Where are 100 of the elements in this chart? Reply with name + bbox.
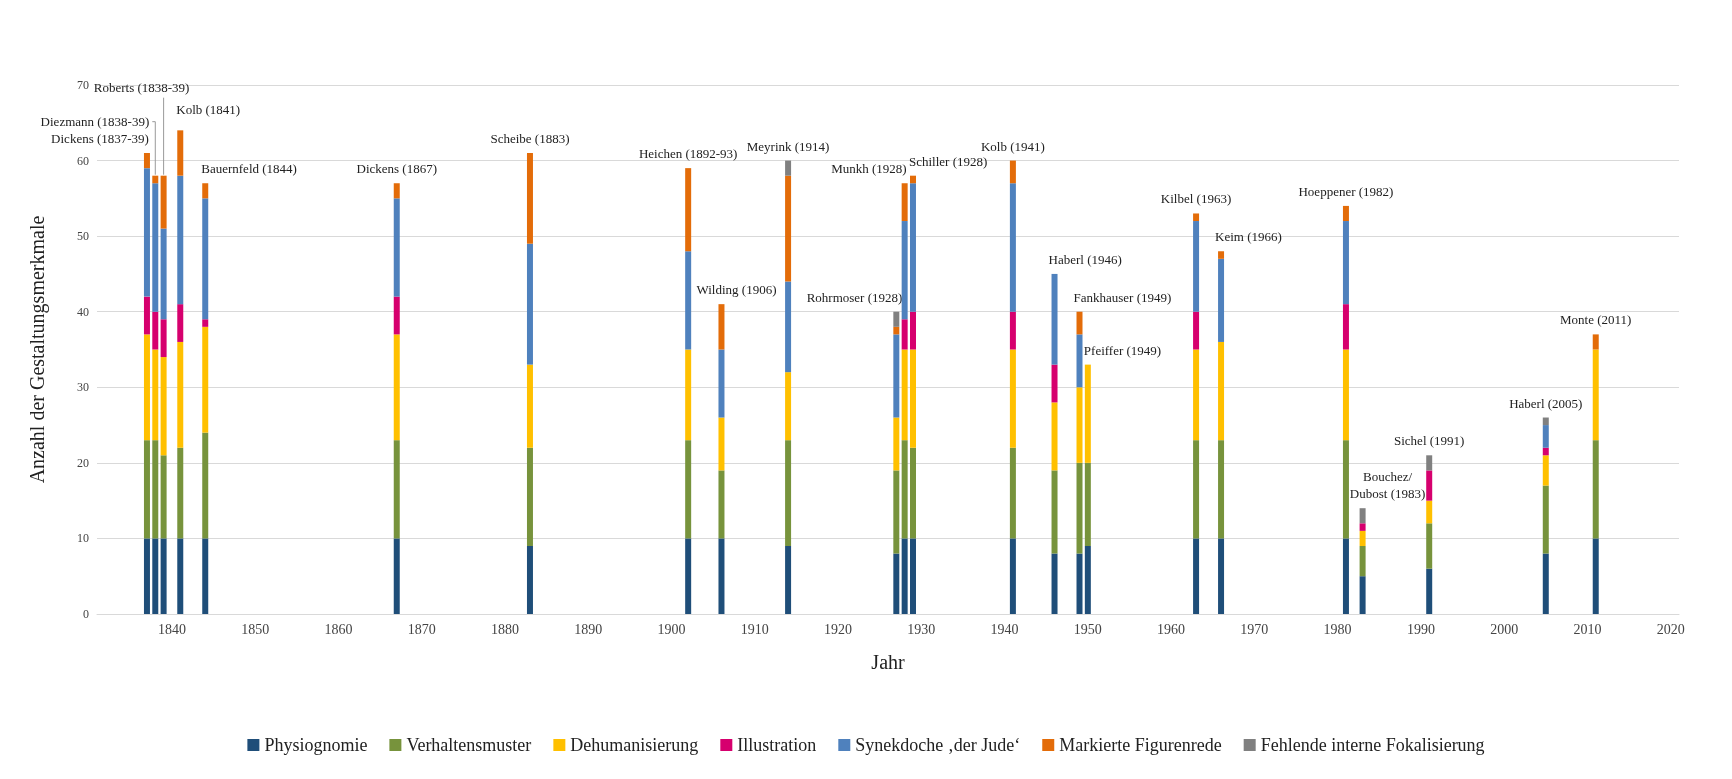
bar <box>1193 311 1200 350</box>
bar <box>1051 470 1058 554</box>
bar <box>526 447 533 546</box>
bar <box>526 153 533 244</box>
bar <box>152 183 159 312</box>
bar <box>785 281 792 373</box>
bar <box>393 198 400 297</box>
bar <box>718 304 725 350</box>
bar <box>1359 523 1366 531</box>
bar <box>160 538 167 614</box>
annotation: Sichel (1991) <box>1394 433 1465 449</box>
bar <box>1193 221 1200 312</box>
bar <box>901 349 908 441</box>
bar <box>1051 364 1058 403</box>
annotation: Pfeiffer (1949) <box>1083 342 1162 358</box>
annotation: Wilding (1906) <box>696 282 777 298</box>
bar <box>177 447 184 539</box>
x-axis-title: Jahr <box>871 651 905 673</box>
annotation: Heichen (1892-93) <box>638 146 738 162</box>
bar <box>1359 576 1366 614</box>
annotation: Dickens (1837-39) <box>51 131 149 147</box>
x-tick-label: 2020 <box>1656 621 1685 637</box>
bar <box>202 432 209 539</box>
y-tick-label: 0 <box>83 607 89 621</box>
x-tick-label: 1880 <box>490 621 519 637</box>
bar <box>1218 251 1225 259</box>
bar <box>1009 447 1016 539</box>
bar <box>1542 447 1549 456</box>
annotation: Kolb (1841) <box>176 102 241 118</box>
bar <box>1193 213 1200 222</box>
bar <box>177 130 184 176</box>
bar <box>1359 530 1366 546</box>
bar <box>718 349 725 418</box>
bar <box>901 538 908 614</box>
bar <box>909 183 916 312</box>
bar <box>685 251 692 350</box>
bar <box>1009 160 1016 184</box>
bar <box>1076 462 1083 554</box>
bar <box>718 538 725 614</box>
x-tick-label: 1950 <box>1073 621 1102 637</box>
bar <box>1342 205 1349 222</box>
legend-label: Markierte Figurenrede <box>1059 735 1222 755</box>
x-tick-label: 1850 <box>241 621 270 637</box>
bar <box>393 296 400 335</box>
y-tick-label: 10 <box>77 531 89 546</box>
x-tick-label: 1920 <box>824 621 853 637</box>
bar <box>526 545 533 614</box>
bar <box>1193 440 1200 539</box>
bar <box>901 440 908 539</box>
bar <box>1542 425 1549 448</box>
x-tick-label: 1960 <box>1157 621 1186 637</box>
bar <box>901 221 908 320</box>
bar <box>1592 538 1599 614</box>
bar <box>177 341 184 448</box>
bar <box>526 364 533 448</box>
bar <box>160 175 167 229</box>
annotation: Rohrmoser (1928) <box>806 289 903 305</box>
bar <box>152 175 159 184</box>
bar <box>1542 455 1549 486</box>
bar <box>202 198 209 320</box>
bar <box>160 357 167 456</box>
bar <box>202 326 209 433</box>
bar <box>909 349 916 448</box>
bar <box>1193 538 1200 614</box>
bar <box>901 319 908 350</box>
y-tick-label: 60 <box>77 153 89 168</box>
bar <box>1084 545 1091 614</box>
annotation: Roberts (1838-39) <box>93 79 190 95</box>
legend-label: Synekdoche ‚der Jude‘ <box>855 735 1021 755</box>
bar <box>1426 523 1433 569</box>
bar <box>1426 470 1433 501</box>
annotation: Dickens (1867) <box>356 161 438 177</box>
bar <box>1009 538 1016 614</box>
bar <box>1359 508 1366 524</box>
bar <box>202 319 209 327</box>
bar <box>1076 311 1083 335</box>
bar <box>393 538 400 614</box>
bar <box>1592 349 1599 441</box>
bar <box>1592 334 1599 350</box>
y-axis-title: Anzahl der Gestaltungsmerkmale <box>26 215 49 484</box>
bar <box>143 538 150 614</box>
bar <box>177 175 184 305</box>
x-tick-label: 1940 <box>990 621 1019 637</box>
bar <box>718 417 725 471</box>
x-tick-label: 1970 <box>1240 621 1269 637</box>
bar <box>685 349 692 441</box>
annotation: Bouchez/ Dubost (1983) <box>1349 469 1426 502</box>
bar <box>1009 349 1016 448</box>
x-tick-label: 1860 <box>324 621 353 637</box>
bar <box>685 168 692 252</box>
bar <box>1592 440 1599 539</box>
bar <box>1542 553 1549 614</box>
bar <box>909 538 916 614</box>
bar <box>1218 258 1225 342</box>
bar <box>1342 349 1349 441</box>
bar <box>143 168 150 297</box>
bar <box>785 372 792 441</box>
y-tick-label: 40 <box>77 304 89 319</box>
bar <box>1084 364 1091 463</box>
bar <box>685 440 692 539</box>
